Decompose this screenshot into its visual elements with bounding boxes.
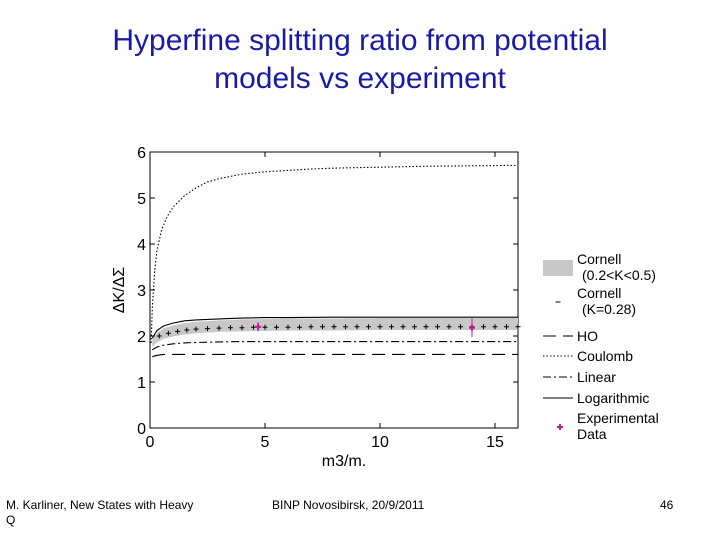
legend-label: Cornell	[577, 285, 621, 301]
legend-label: Linear	[577, 369, 616, 385]
y-tick-label: 3	[137, 283, 146, 300]
legend-label-line2: (0.2<K<0.5)	[582, 267, 656, 283]
legend-swatch-band	[543, 260, 573, 276]
data-point-plus	[262, 324, 268, 330]
series-line-ho	[152, 353, 518, 358]
data-point-plus	[285, 324, 291, 330]
data-point-plus	[320, 324, 325, 330]
data-point-plus	[205, 326, 210, 332]
plot-area	[149, 151, 519, 429]
data-point-plus	[175, 328, 181, 334]
data-point-plus	[184, 327, 190, 333]
legend-label: Experimental	[577, 410, 659, 426]
series-band-cornell	[152, 318, 519, 348]
footer-left-line2: Q	[6, 513, 16, 527]
data-point-plus	[216, 325, 222, 331]
data-point-plus	[274, 324, 279, 330]
y-tick-label: 1	[137, 375, 146, 392]
legend-swatch-experimental	[557, 424, 563, 430]
x-tick-label: 0	[146, 434, 155, 451]
slide-title-line1: Hyperfine splitting ratio from potential	[112, 24, 608, 57]
data-point-plus	[331, 324, 337, 330]
data-point-plus	[297, 324, 302, 330]
data-point-plus	[354, 324, 360, 330]
data-point-plus	[458, 324, 463, 330]
data-point-plus	[165, 330, 171, 336]
data-point-experimental	[255, 323, 262, 330]
x-axis-label: m3/m.	[322, 453, 366, 470]
y-axis-label: ΔK/ΔΣ	[111, 267, 128, 313]
y-tick-label: 4	[137, 237, 146, 254]
data-point-experimental	[469, 324, 475, 331]
legend-label: Cornell	[577, 251, 621, 267]
footer-left: M. Karliner, New States with Heavy Q	[6, 498, 193, 528]
slide-title-line2: models vs experiment	[214, 62, 506, 95]
data-point-plus	[400, 324, 406, 330]
y-tick-label: 5	[137, 191, 146, 208]
data-point-plus	[492, 324, 498, 330]
x-tick-label: 10	[371, 434, 389, 451]
legend-label-line2: Data	[577, 426, 607, 442]
slide-title: Hyperfine splitting ratio from potential…	[60, 22, 660, 98]
x-tick-label: 15	[486, 434, 504, 451]
data-point-plus	[308, 324, 314, 330]
data-point-plus	[343, 324, 348, 330]
page-number: 46	[660, 498, 674, 512]
series-cornell-k028	[156, 324, 521, 339]
legend-label-line2: (K=0.28)	[582, 301, 636, 317]
footer-center: BINP Novosibirsk, 20/9/2011	[272, 498, 425, 512]
data-point-plus	[481, 324, 486, 330]
data-point-plus	[389, 324, 394, 330]
data-point-plus	[193, 326, 199, 332]
data-point-plus	[228, 325, 233, 331]
x-tick-label: 5	[261, 434, 270, 451]
series-line-linear	[152, 340, 518, 351]
footer-left-line1: M. Karliner, New States with Heavy	[6, 498, 194, 512]
series-line-logarithmic	[151, 316, 518, 339]
legend-label: Logarithmic	[577, 390, 649, 406]
data-point-plus	[446, 324, 452, 330]
data-point-plus	[156, 333, 162, 339]
data-point-plus	[412, 324, 417, 330]
series-line-coulomb	[150, 164, 519, 343]
series-experimental-data	[255, 318, 475, 337]
y-tick-label: 0	[137, 421, 146, 438]
data-point-plus	[377, 324, 383, 330]
y-tick-label: 2	[137, 329, 146, 346]
data-point-plus	[504, 324, 509, 330]
y-tick-label: 6	[137, 145, 146, 162]
legend-label: Coulomb	[577, 348, 633, 364]
data-point-plus	[239, 325, 245, 331]
data-point-plus	[435, 324, 440, 330]
data-point-plus	[515, 324, 521, 330]
data-point-plus	[423, 324, 429, 330]
data-point-plus	[366, 324, 371, 330]
legend-label: HO	[577, 328, 598, 344]
